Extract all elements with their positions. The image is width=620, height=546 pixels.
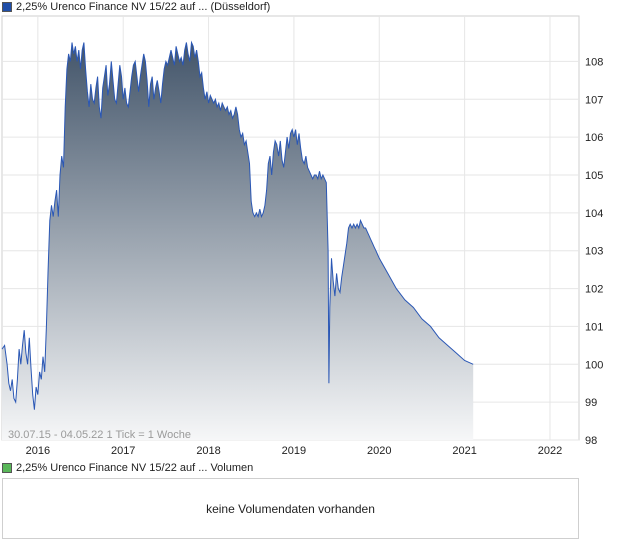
y-tick-label: 98: [585, 435, 597, 447]
y-tick-label: 101: [585, 321, 603, 333]
price-area: [2, 42, 474, 440]
x-tick-label: 2017: [111, 445, 135, 457]
x-tick-label: 2018: [196, 445, 220, 457]
price-line: [1, 40, 474, 410]
y-tick-label: 108: [585, 56, 603, 68]
y-tick-label: 105: [585, 170, 603, 182]
x-tick-label: 2016: [26, 445, 50, 457]
price-chart: 98 99 100 101 102 103 104 105 106 107 108 2016 2017…: [1, 15, 603, 457]
y-tick-label: 100: [585, 359, 603, 371]
volume-legend: 2,25% Urenco Finance NV 15/22 auf ... Vo…: [2, 461, 253, 475]
price-legend-swatch: [2, 2, 12, 12]
x-tick-label: 2020: [367, 445, 391, 457]
y-tick-label: 106: [585, 132, 603, 144]
y-axis: 98 99 100 101 102 103 104 105 106 107 108: [585, 56, 603, 447]
date-range-label: 30.07.15 - 04.05.22 1 Tick = 1 Woche: [8, 429, 191, 441]
x-tick-label: 2019: [282, 445, 306, 457]
y-tick-label: 99: [585, 397, 597, 409]
x-tick-label: 2021: [452, 445, 476, 457]
price-legend: 2,25% Urenco Finance NV 15/22 auf ... (D…: [2, 0, 270, 14]
volume-panel: keine Volumendaten vorhanden: [2, 478, 579, 539]
y-tick-label: 103: [585, 246, 603, 258]
price-legend-label: 2,25% Urenco Finance NV 15/22 auf ... (D…: [16, 1, 271, 13]
y-tick-label: 102: [585, 284, 603, 296]
y-tick-label: 107: [585, 94, 603, 106]
volume-legend-label: 2,25% Urenco Finance NV 15/22 auf ... Vo…: [16, 462, 254, 474]
volume-legend-swatch: [2, 463, 12, 473]
x-tick-label: 2022: [538, 445, 562, 457]
x-axis: 2016 2017 2018 2019 2020 2021 2022: [26, 445, 563, 457]
y-tick-label: 104: [585, 208, 603, 220]
no-volume-message: keine Volumendaten vorhanden: [206, 501, 375, 516]
